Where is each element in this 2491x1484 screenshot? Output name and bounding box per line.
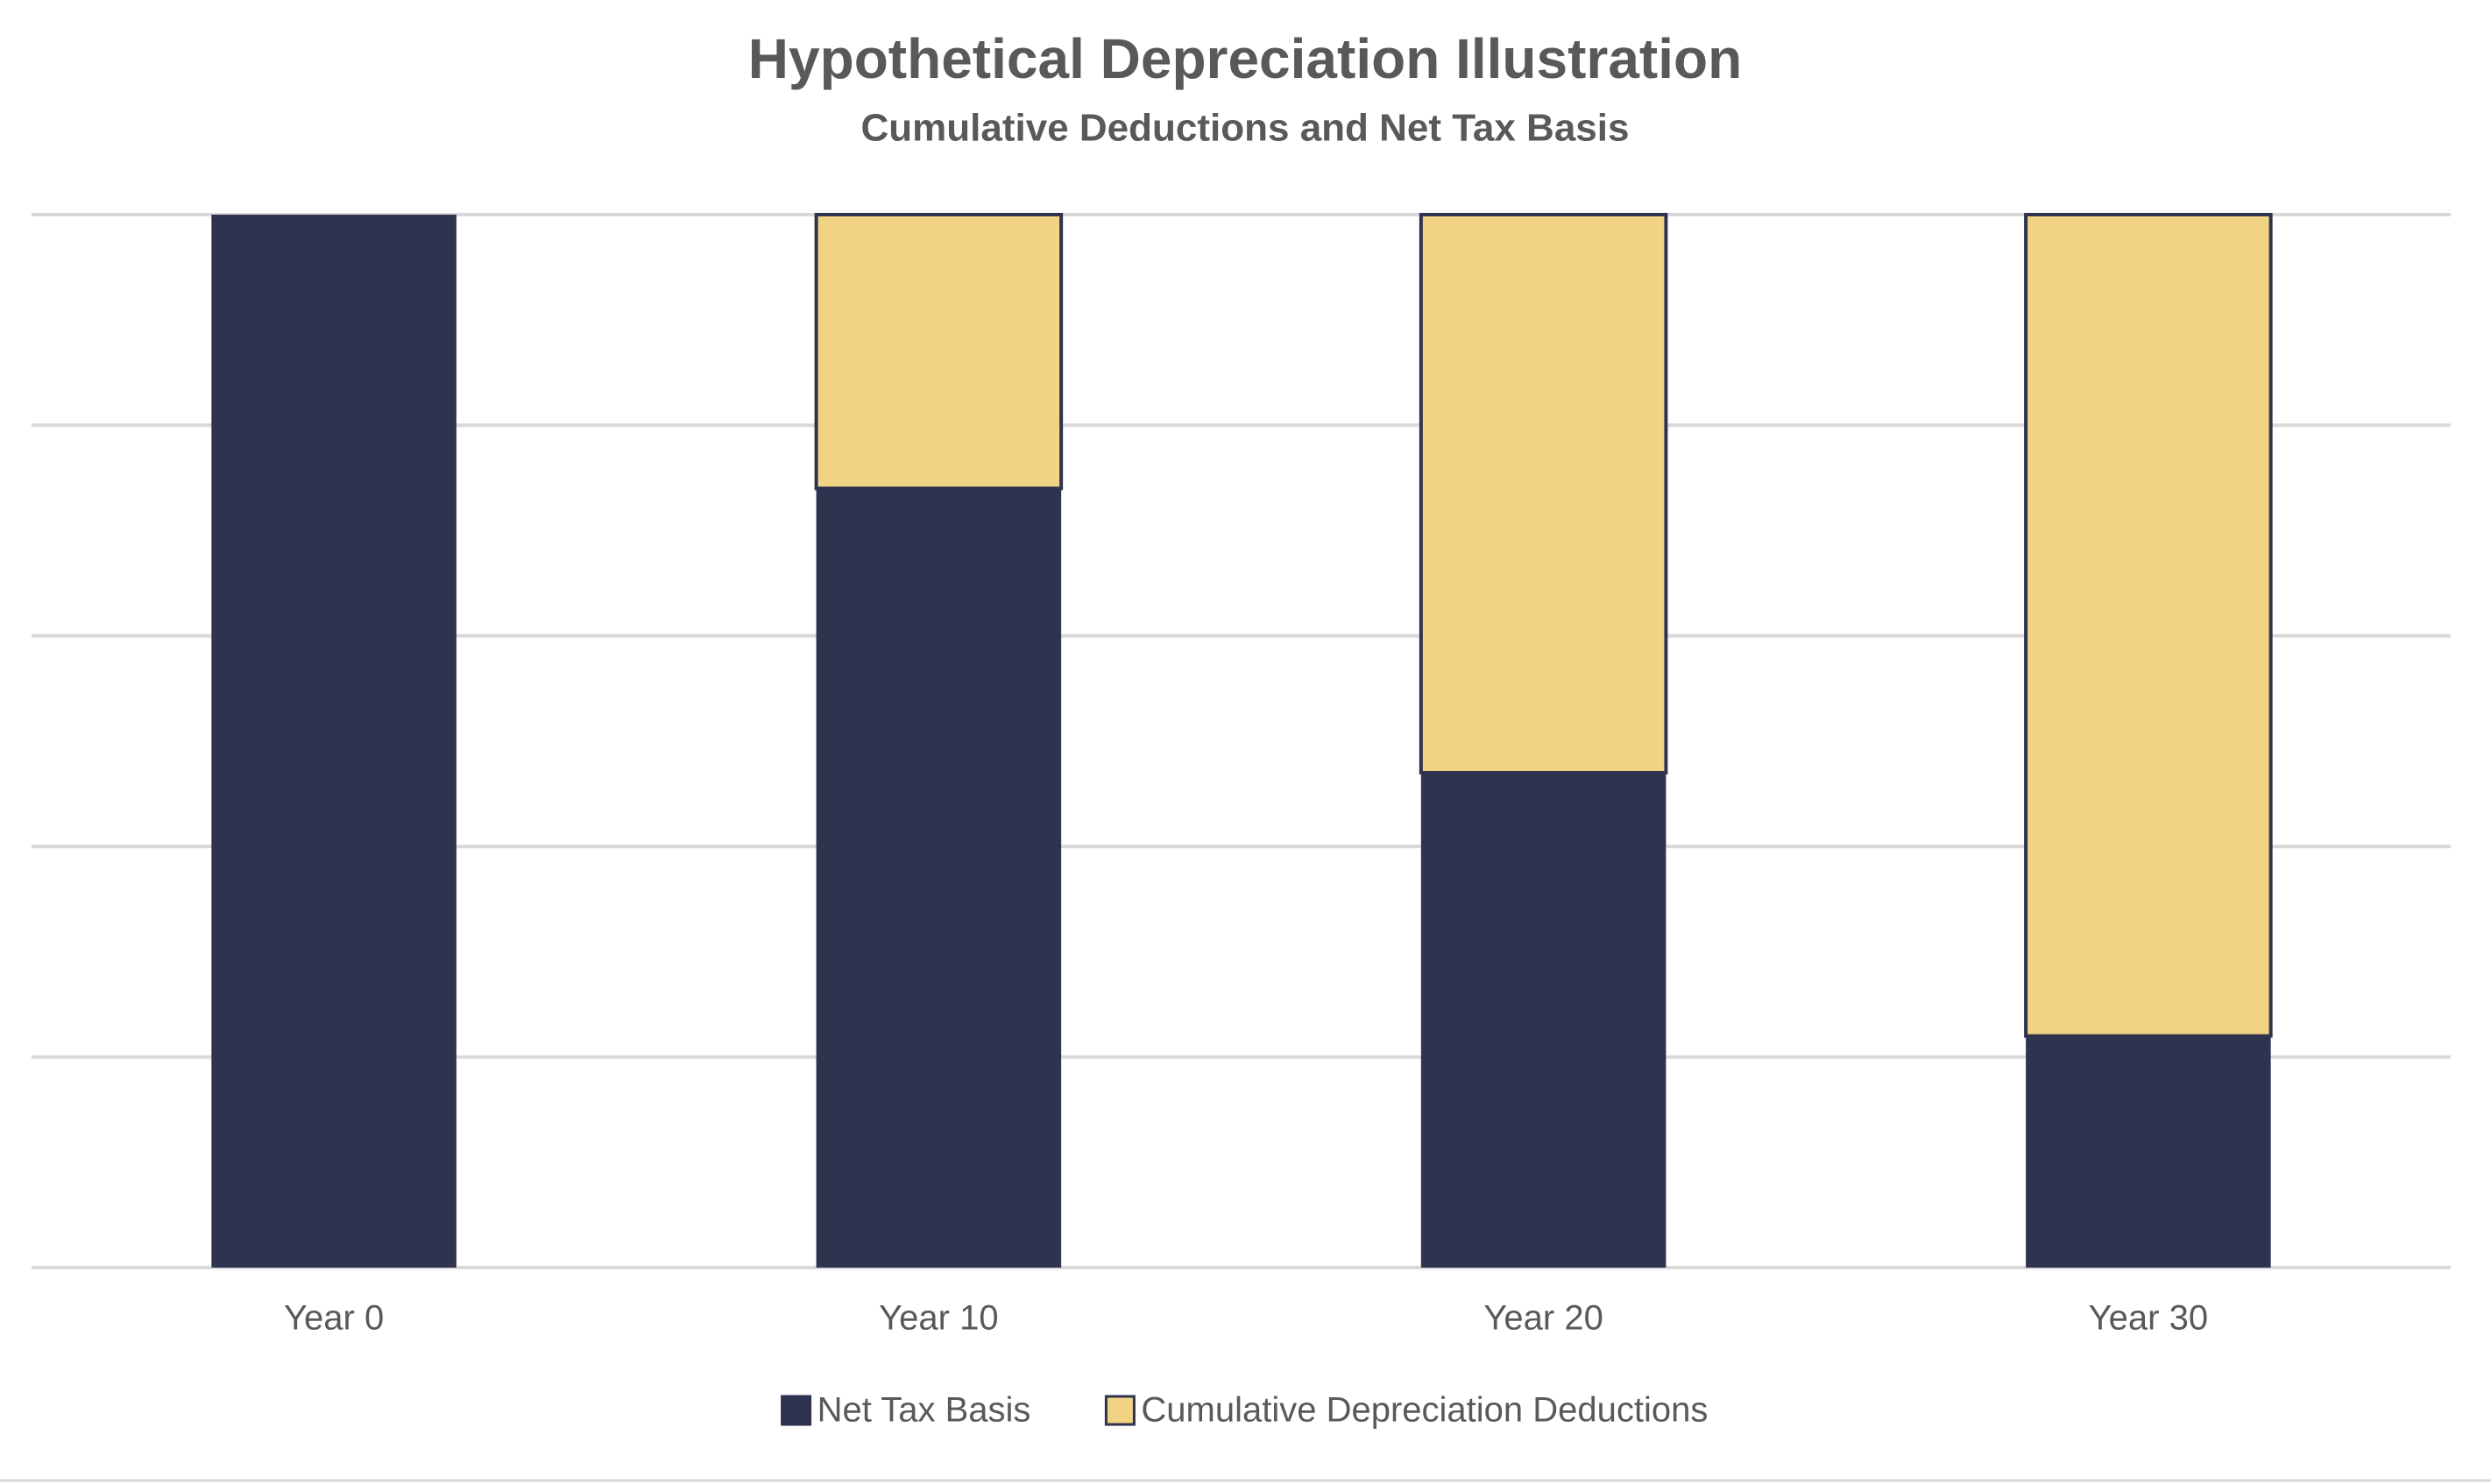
legend-label: Cumulative Depreciation Deductions: [1141, 1391, 1708, 1430]
bar-segment: [816, 488, 1062, 1268]
chart-title: Hypothetical Depreciation Illustration: [748, 27, 1742, 90]
x-tick-label: Year 0: [284, 1299, 384, 1338]
chart-subtitle: Cumulative Deductions and Net Tax Basis: [861, 107, 1630, 150]
bar-segment: [2026, 1035, 2271, 1268]
x-tick-label: Year 10: [879, 1299, 998, 1338]
bar-segment: [2024, 213, 2273, 1038]
x-tick-label: Year 20: [1483, 1299, 1603, 1338]
legend-label: Net Tax Basis: [817, 1391, 1031, 1430]
bar-segment: [814, 213, 1064, 491]
legend-swatch: [781, 1395, 812, 1426]
x-tick-label: Year 30: [2089, 1299, 2208, 1338]
legend-swatch: [1104, 1395, 1136, 1426]
bar-segment: [211, 215, 456, 1268]
bar-segment: [1419, 213, 1668, 775]
bar-segment: [1420, 773, 1667, 1268]
